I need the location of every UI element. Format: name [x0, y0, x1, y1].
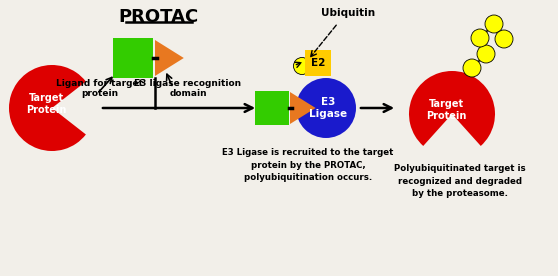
Text: Target
Protein: Target Protein: [426, 99, 466, 121]
Text: E3
Ligase: E3 Ligase: [309, 97, 347, 119]
Polygon shape: [290, 92, 316, 124]
Circle shape: [463, 59, 481, 77]
Text: Target
Protein: Target Protein: [26, 93, 66, 115]
Circle shape: [294, 57, 310, 75]
Circle shape: [485, 15, 503, 33]
Bar: [255, 91, 289, 125]
Text: E3 Ligase is recruited to the target
protein by the PROTAC,
polyubiquitination o: E3 Ligase is recruited to the target pro…: [222, 148, 394, 182]
Wedge shape: [409, 71, 495, 146]
Circle shape: [471, 29, 489, 47]
Text: E2: E2: [311, 58, 325, 68]
Text: Ligand for target
protein: Ligand for target protein: [56, 79, 143, 99]
Circle shape: [495, 30, 513, 48]
Circle shape: [477, 45, 495, 63]
Circle shape: [296, 78, 356, 138]
Polygon shape: [155, 40, 184, 76]
Bar: [113, 38, 153, 78]
Bar: [305, 50, 331, 76]
Text: Ubiquitin: Ubiquitin: [321, 8, 375, 18]
Text: E3 ligase recognition
domain: E3 ligase recognition domain: [134, 79, 242, 99]
Text: Polyubiquitinated target is
recognized and degraded
by the proteasome.: Polyubiquitinated target is recognized a…: [394, 164, 526, 198]
Text: PROTAC: PROTAC: [118, 8, 198, 26]
Wedge shape: [9, 65, 86, 151]
